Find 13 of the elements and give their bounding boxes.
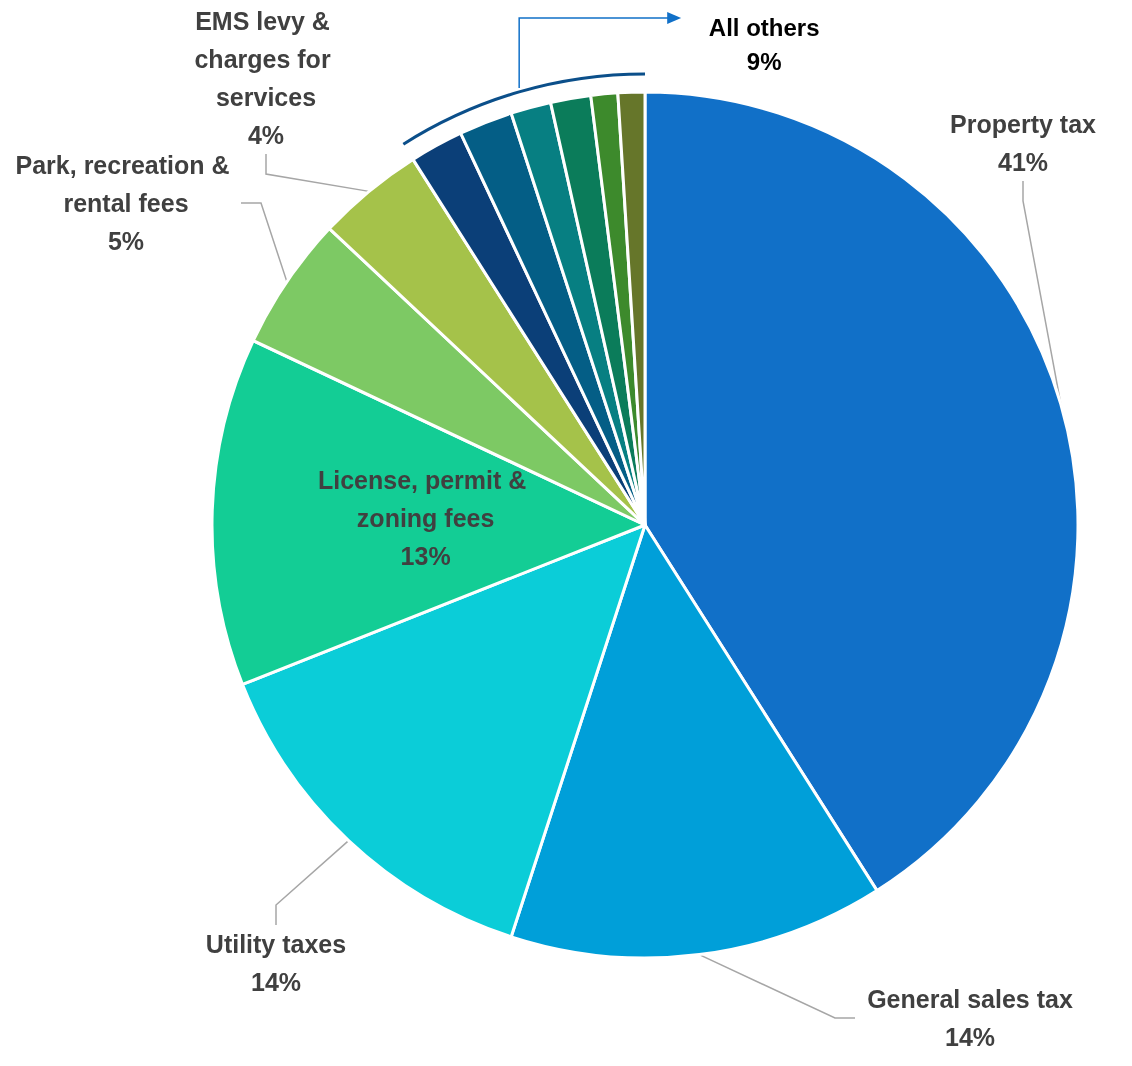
slice-label: EMS levy & charges for services bbox=[194, 7, 338, 111]
slice-label: Property tax bbox=[950, 110, 1097, 138]
data-label: 4% bbox=[247, 121, 285, 149]
slice-label: License, permit & zoning fees bbox=[317, 466, 534, 533]
slice-label: Park, recreation & rental fees bbox=[15, 151, 237, 217]
data-label: 14% bbox=[944, 1023, 996, 1051]
data-label: 14% bbox=[250, 968, 302, 996]
slice-label: Utility taxes bbox=[205, 930, 347, 958]
text: All others 9% bbox=[708, 13, 820, 75]
data-label: 5% bbox=[107, 227, 145, 255]
data-label: 41% bbox=[997, 148, 1049, 176]
slice-label: General sales tax bbox=[867, 985, 1073, 1013]
data-label: 13% bbox=[400, 542, 451, 571]
